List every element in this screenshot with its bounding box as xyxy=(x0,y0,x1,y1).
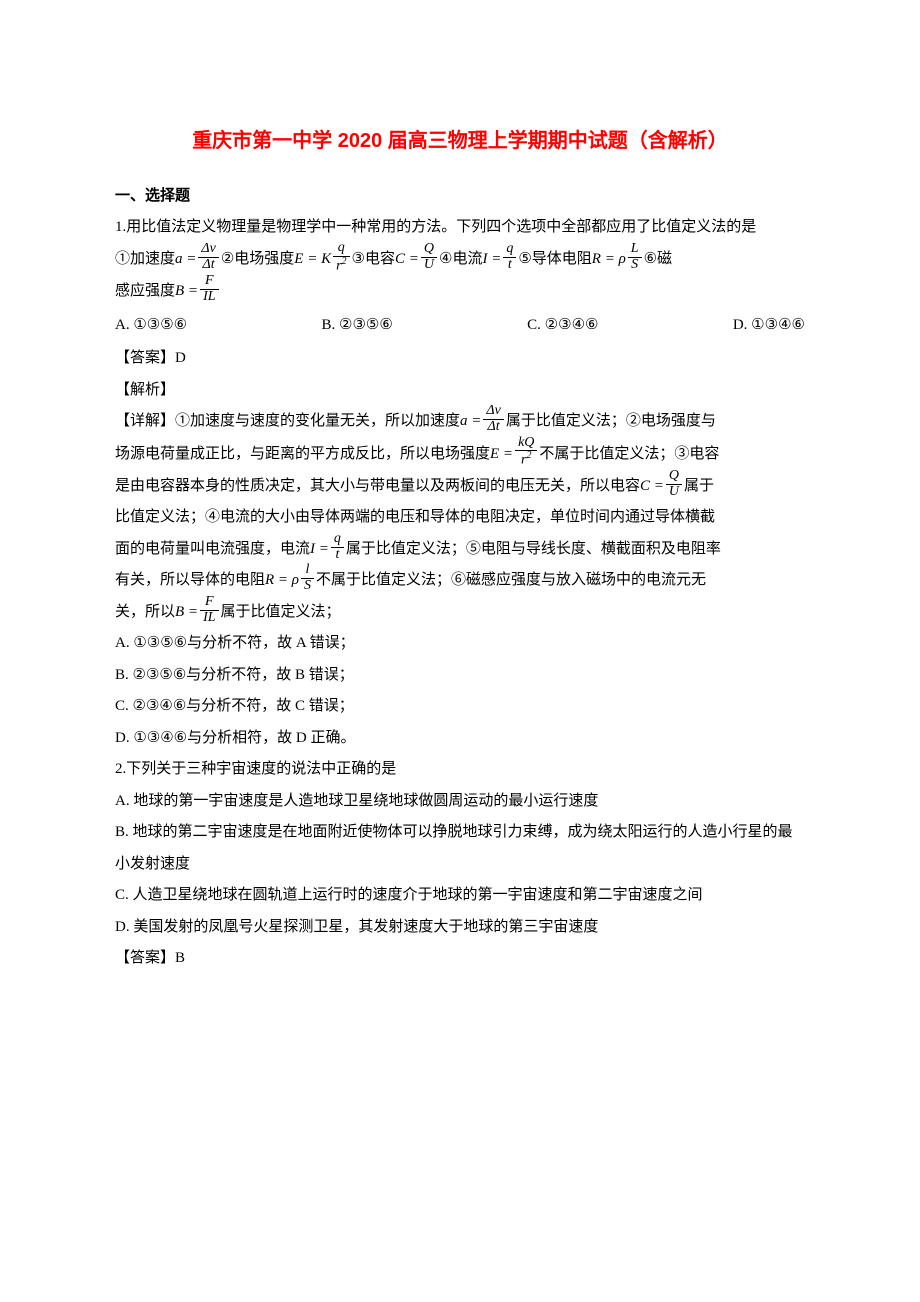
denominator: r2 xyxy=(515,451,537,468)
q1-detail-1: 【详解】①加速度与速度的变化量无关，所以加速度a =ΔvΔt属于比值定义法；②电… xyxy=(115,406,805,438)
text: 属于比值定义法；⑤电阻与导线长度、横截面积及电阻率 xyxy=(346,541,721,557)
denominator: U xyxy=(666,485,682,500)
fraction: QU xyxy=(666,469,682,499)
q1-formula-line-1: ①加速度a =ΔvΔt②电场强度E = Kqr2③电容C =QU④电流I =qt… xyxy=(115,243,805,276)
text: 面的电荷量叫电流强度，电流 xyxy=(115,541,310,557)
q2-option-a: A. 地球的第一宇宙速度是人造地球卫星绕地球做圆周运动的最小运行速度 xyxy=(115,786,805,818)
q1-analysis-label: 【解析】 xyxy=(115,375,805,407)
fraction: ΔvΔt xyxy=(483,404,503,434)
numerator: q xyxy=(331,532,344,548)
q2-option-d: D. 美国发射的凤凰号火星探测卫星，其发射速度大于地球的第三宇宙速度 xyxy=(115,912,805,944)
q2-option-b: B. 地球的第二宇宙速度是在地面附近使物体可以挣脱地球引力束缚，成为绕太阳运行的… xyxy=(115,817,805,880)
numerator: Q xyxy=(421,242,437,258)
text: 关，所以 xyxy=(115,604,175,620)
denominator: S xyxy=(301,579,314,594)
q1-stem: 1.用比值法定义物理量是物理学中一种常用的方法。下列四个选项中全部都应用了比值定… xyxy=(115,212,805,244)
q1-detail-6: 有关，所以导体的电阻R = ρlS不属于比值定义法；⑥磁感应强度与放入磁场中的电… xyxy=(115,565,805,597)
numerator: Δv xyxy=(198,242,218,258)
text: ③电容 xyxy=(352,251,395,267)
option-b: B. ②③⑤⑥ xyxy=(322,310,393,342)
text: 属于 xyxy=(684,478,714,494)
numerator: q xyxy=(503,242,516,258)
q1-detail-7: 关，所以B =FIL属于比值定义法； xyxy=(115,597,805,629)
denominator: U xyxy=(421,258,437,273)
q1-detail-4: 比值定义法；④电流的大小由导体两端的电压和导体的电阻决定，单位时间内通过导体横截 xyxy=(115,502,805,534)
q1-conclusion-d: D. ①③④⑥与分析相符，故 D 正确。 xyxy=(115,723,805,755)
fraction: qt xyxy=(503,242,516,272)
formula: I = xyxy=(310,541,329,557)
fraction: FIL xyxy=(200,274,218,304)
q1-detail-3: 是由电容器本身的性质决定，其大小与带电量以及两板间的电压无关，所以电容C =QU… xyxy=(115,471,805,503)
fraction: kQr2 xyxy=(515,436,537,469)
fraction: ΔvΔt xyxy=(198,242,218,272)
q1-conclusion-a: A. ①③⑤⑥与分析不符，故 A 错误； xyxy=(115,628,805,660)
text: 不属于比值定义法；③电容 xyxy=(539,445,719,461)
fraction: lS xyxy=(301,563,314,593)
denominator: r2 xyxy=(333,257,349,274)
numerator: Δv xyxy=(483,404,503,420)
formula: E = xyxy=(490,445,513,461)
fraction: QU xyxy=(421,242,437,272)
q1-options: A. ①③⑤⑥ B. ②③⑤⑥ C. ②③④⑥ D. ①③④⑥ xyxy=(115,310,805,342)
exponent: 2 xyxy=(342,256,347,267)
numerator: Q xyxy=(666,469,682,485)
denominator: IL xyxy=(200,290,218,305)
fraction: qt xyxy=(331,532,344,562)
denominator: t xyxy=(331,548,344,563)
formula: E = K xyxy=(294,251,331,267)
denominator: Δt xyxy=(483,420,503,435)
q1-answer: 【答案】D xyxy=(115,343,805,375)
exponent: 2 xyxy=(526,450,531,461)
fraction: FIL xyxy=(200,595,218,625)
numerator: F xyxy=(200,274,218,290)
denominator: IL xyxy=(200,611,218,626)
denominator: t xyxy=(503,258,516,273)
formula: B = xyxy=(175,604,198,620)
numerator: kQ xyxy=(515,436,537,452)
text: 有关，所以导体的电阻 xyxy=(115,572,265,588)
formula: C = xyxy=(395,251,419,267)
text: 不属于比值定义法；⑥磁感应强度与放入磁场中的电流元无 xyxy=(316,572,706,588)
denominator: S xyxy=(628,258,642,273)
text: 【详解】①加速度与速度的变化量无关，所以加速度 xyxy=(115,413,460,429)
formula: C = xyxy=(640,478,664,494)
option-c: C. ②③④⑥ xyxy=(527,310,598,342)
section-heading: 一、选择题 xyxy=(115,180,805,212)
text: 是由电容器本身的性质决定，其大小与带电量以及两板间的电压无关，所以电容 xyxy=(115,478,640,494)
text: ④电流 xyxy=(439,251,482,267)
text: 属于比值定义法； xyxy=(221,604,341,620)
formula: B = xyxy=(175,283,198,299)
option-a: A. ①③⑤⑥ xyxy=(115,310,187,342)
text: ⑤导体电阻 xyxy=(518,251,591,267)
formula: a = xyxy=(460,413,481,429)
formula: R = ρ xyxy=(592,251,626,267)
text: 场源电荷量成正比，与距离的平方成反比，所以电场强度 xyxy=(115,445,490,461)
text: ⑥磁 xyxy=(644,251,672,267)
q1-detail-2: 场源电荷量成正比，与距离的平方成反比，所以电场强度E =kQr2不属于比值定义法… xyxy=(115,438,805,471)
q2-option-c: C. 人造卫星绕地球在圆轨道上运行时的速度介于地球的第一宇宙速度和第二宇宙速度之… xyxy=(115,880,805,912)
text: ②电场强度 xyxy=(221,251,294,267)
numerator: q xyxy=(333,241,349,257)
numerator: l xyxy=(301,563,314,579)
q1-conclusion-b: B. ②③⑤⑥与分析不符，故 B 错误； xyxy=(115,660,805,692)
formula: a = xyxy=(175,251,196,267)
document-page: 重庆市第一中学 2020 届高三物理上学期期中试题（含解析） 一、选择题 1.用… xyxy=(0,0,920,1035)
denominator: Δt xyxy=(198,258,218,273)
formula: I = xyxy=(482,251,501,267)
fraction: qr2 xyxy=(333,241,349,274)
q1-formula-line-2: 感应强度B =FIL xyxy=(115,276,805,308)
text: 属于比值定义法；②电场强度与 xyxy=(506,413,716,429)
q2-stem: 2.下列关于三种宇宙速度的说法中正确的是 xyxy=(115,754,805,786)
text: 感应强度 xyxy=(115,283,175,299)
q1-detail-5: 面的电荷量叫电流强度，电流I =qt属于比值定义法；⑤电阻与导线长度、横截面积及… xyxy=(115,534,805,566)
fraction: LS xyxy=(628,242,642,272)
text: ①加速度 xyxy=(115,251,175,267)
formula: R = ρ xyxy=(265,572,299,588)
option-d: D. ①③④⑥ xyxy=(733,310,805,342)
numerator: L xyxy=(628,242,642,258)
q2-answer: 【答案】B xyxy=(115,943,805,975)
q1-conclusion-c: C. ②③④⑥与分析不符，故 C 错误； xyxy=(115,691,805,723)
numerator: F xyxy=(200,595,218,611)
page-title: 重庆市第一中学 2020 届高三物理上学期期中试题（含解析） xyxy=(115,120,805,162)
